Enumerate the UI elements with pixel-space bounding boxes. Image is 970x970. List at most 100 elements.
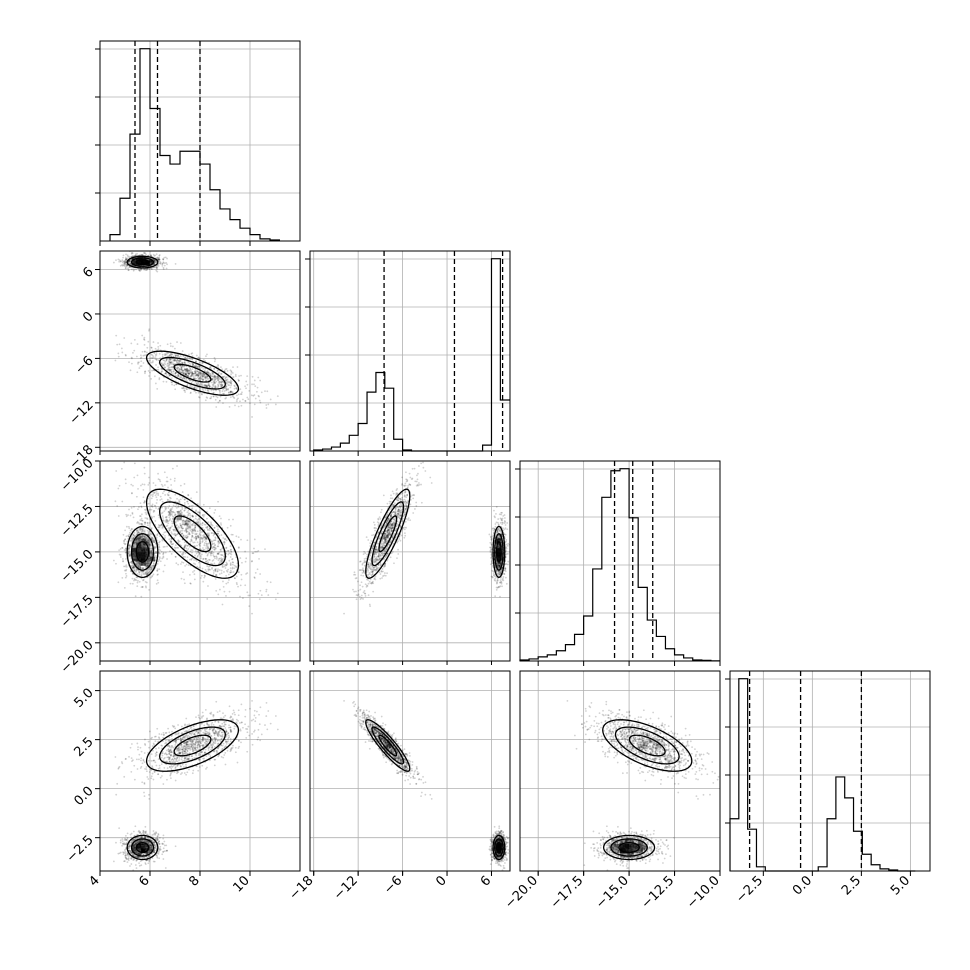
sample-point bbox=[498, 529, 501, 532]
sample-point bbox=[146, 540, 148, 543]
sample-point bbox=[360, 597, 363, 600]
sample-point bbox=[213, 367, 216, 370]
sample-point bbox=[119, 556, 122, 558]
sample-point bbox=[168, 519, 171, 522]
sample-point bbox=[215, 524, 218, 527]
sample-point bbox=[220, 522, 222, 525]
density-cell bbox=[131, 255, 137, 261]
sample-point bbox=[253, 383, 255, 386]
sample-point bbox=[259, 573, 262, 575]
sample-point bbox=[213, 376, 216, 379]
sample-point bbox=[123, 260, 125, 263]
sample-point bbox=[130, 252, 133, 255]
sample-point bbox=[145, 537, 148, 540]
sample-point bbox=[138, 538, 140, 541]
scatter-points bbox=[112, 251, 279, 418]
sample-point bbox=[224, 387, 227, 390]
scatter-points bbox=[343, 461, 510, 615]
sample-point bbox=[130, 255, 133, 258]
sample-point bbox=[141, 334, 144, 337]
sample-point bbox=[200, 393, 203, 395]
sample-point bbox=[189, 371, 192, 373]
sample-point bbox=[132, 552, 135, 555]
sample-point bbox=[187, 375, 190, 378]
sample-point bbox=[156, 264, 159, 267]
sample-point bbox=[191, 528, 194, 531]
sample-point bbox=[144, 571, 147, 574]
sample-point bbox=[155, 353, 158, 356]
sample-point bbox=[133, 261, 136, 264]
sample-point bbox=[182, 387, 185, 389]
sample-point bbox=[205, 379, 208, 382]
sample-point bbox=[197, 511, 200, 514]
sample-point bbox=[498, 539, 501, 542]
sample-point bbox=[150, 254, 152, 257]
density-cell bbox=[140, 542, 146, 548]
sample-point bbox=[209, 565, 211, 568]
sample-point bbox=[142, 261, 145, 264]
sample-point bbox=[175, 520, 178, 522]
sample-point bbox=[197, 551, 199, 554]
sample-point bbox=[397, 523, 400, 526]
sample-point bbox=[151, 503, 154, 506]
sample-point bbox=[219, 399, 221, 402]
sample-point bbox=[178, 361, 180, 364]
sample-point bbox=[186, 544, 189, 547]
sample-point bbox=[180, 355, 182, 358]
sample-point bbox=[188, 512, 191, 515]
sample-point bbox=[148, 534, 151, 537]
sample-point bbox=[150, 544, 153, 546]
sample-point bbox=[144, 511, 147, 514]
sample-point bbox=[150, 255, 152, 257]
sample-point bbox=[172, 533, 175, 536]
sample-point bbox=[178, 499, 180, 502]
sample-point bbox=[165, 353, 168, 356]
sample-point bbox=[214, 509, 217, 511]
sample-point bbox=[195, 537, 198, 540]
sample-point bbox=[382, 570, 384, 573]
sample-point bbox=[211, 378, 214, 381]
sample-point bbox=[164, 536, 167, 539]
sample-point bbox=[490, 553, 493, 556]
sample-point bbox=[195, 559, 198, 562]
sample-point bbox=[140, 559, 143, 562]
sample-point bbox=[231, 561, 234, 564]
sample-point bbox=[381, 551, 384, 554]
sample-point bbox=[135, 537, 138, 540]
sample-point bbox=[143, 261, 146, 264]
sample-point bbox=[191, 352, 194, 354]
sample-point bbox=[231, 391, 233, 394]
sample-point bbox=[205, 547, 207, 550]
sample-point bbox=[198, 561, 200, 564]
sample-point bbox=[134, 556, 137, 558]
sample-point bbox=[155, 551, 158, 553]
sample-point bbox=[159, 495, 162, 498]
sample-point bbox=[225, 569, 228, 572]
sample-point bbox=[167, 520, 170, 522]
sample-point bbox=[155, 364, 157, 366]
sample-point bbox=[129, 262, 132, 265]
sample-point bbox=[195, 536, 198, 539]
sample-point bbox=[180, 387, 183, 390]
sample-point bbox=[125, 258, 127, 261]
sample-point bbox=[199, 540, 202, 543]
sample-point bbox=[170, 543, 173, 546]
sample-point bbox=[168, 354, 171, 357]
sample-point bbox=[130, 268, 133, 271]
sample-point bbox=[182, 553, 185, 556]
sample-point bbox=[375, 547, 378, 550]
sample-point bbox=[188, 573, 191, 576]
sample-point bbox=[185, 527, 187, 530]
sample-point bbox=[177, 355, 180, 358]
sample-point bbox=[142, 261, 145, 264]
sample-point bbox=[195, 515, 197, 517]
sample-point bbox=[125, 568, 128, 571]
sample-point bbox=[181, 506, 184, 509]
sample-point bbox=[232, 561, 235, 564]
sample-point bbox=[136, 474, 139, 477]
sample-point bbox=[221, 559, 224, 561]
sample-point bbox=[229, 571, 232, 574]
sample-point bbox=[140, 365, 143, 367]
sample-point bbox=[134, 261, 137, 264]
sample-point bbox=[140, 261, 143, 264]
